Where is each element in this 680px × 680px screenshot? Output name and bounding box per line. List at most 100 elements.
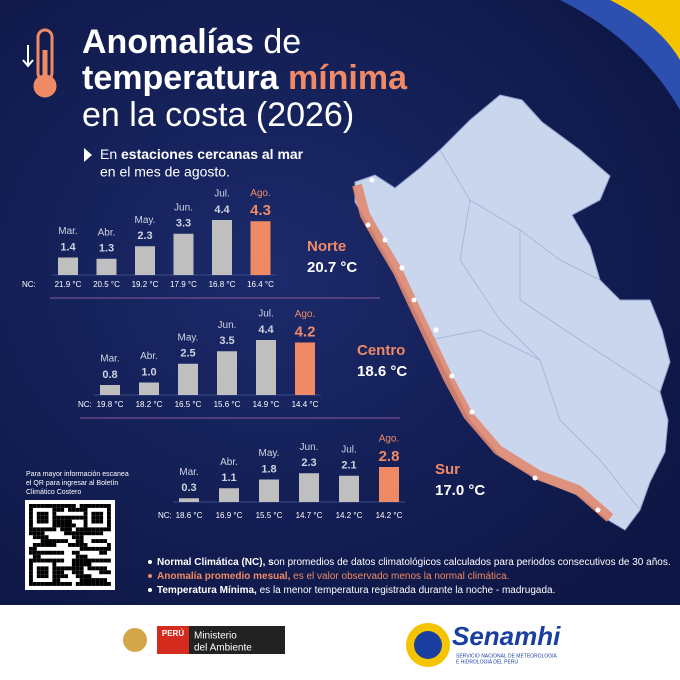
- qr-cell: [107, 527, 111, 532]
- qr-cell: [107, 543, 111, 547]
- brand-sun: [414, 631, 442, 659]
- month-label: Ago.: [379, 434, 400, 445]
- region-temperature: 17.0 °C: [435, 482, 485, 499]
- qr-cell: [29, 574, 33, 579]
- month-label: Ago.: [250, 188, 271, 199]
- qr-cell: [71, 531, 76, 536]
- qr-cell: [56, 507, 61, 512]
- qr-cell: [32, 582, 37, 586]
- normal-value: 18.2 °C: [136, 400, 163, 409]
- qr-cell: [95, 511, 100, 516]
- qr-cell: [36, 570, 41, 575]
- qr-cell: [91, 519, 96, 524]
- qr-cell: [79, 570, 84, 575]
- qr-cell: [71, 507, 76, 512]
- qr-cell: [87, 582, 92, 586]
- qr-cell: [107, 523, 111, 528]
- qr-cell: [83, 582, 88, 586]
- qr-cell: [48, 558, 53, 563]
- normal-value: 16.4 °C: [247, 280, 274, 289]
- qr-cell: [79, 558, 84, 563]
- normal-value: 14.2 °C: [336, 511, 363, 520]
- qr-cell: [83, 574, 88, 579]
- qr-cell: [103, 582, 107, 586]
- value-label: 0.8: [102, 369, 117, 381]
- normal-value: 21.9 °C: [55, 280, 82, 289]
- qr-note: Para mayor información escanea el QR par…: [26, 471, 129, 496]
- qr-cell: [75, 574, 80, 579]
- qr-cell: [79, 531, 84, 536]
- qr-cell: [60, 566, 65, 571]
- note-term: Anomalía promedio mesual,: [157, 571, 291, 582]
- country: PERÚ: [162, 629, 184, 638]
- qr-cell: [60, 550, 65, 555]
- normal-value: 14.7 °C: [296, 511, 323, 520]
- qr-cell: [32, 535, 37, 540]
- month-label: May.: [135, 215, 156, 226]
- qr-cell: [99, 566, 104, 571]
- qr-cell: [60, 558, 65, 563]
- qr-cell: [79, 535, 84, 540]
- month-label: May.: [178, 332, 199, 343]
- qr-cell: [71, 523, 76, 528]
- month-label: Jul.: [341, 444, 357, 455]
- qr-cell: [87, 527, 92, 532]
- qr-cell: [99, 582, 104, 586]
- qr-cell: [103, 566, 107, 571]
- qr-cell: [87, 504, 92, 508]
- qr-cell: [79, 582, 84, 586]
- qr-cell: [36, 543, 41, 547]
- value-label: 2.3: [301, 457, 316, 469]
- qr-cell: [44, 570, 49, 575]
- title-line: Anomalías de: [82, 23, 301, 61]
- qr-cell: [75, 566, 80, 571]
- value-label: 4.4: [214, 204, 230, 216]
- qr-cell: [99, 539, 104, 543]
- qr-cell: [91, 546, 96, 551]
- qr-cell: [107, 511, 111, 516]
- qr-cell: [95, 519, 100, 524]
- qr-cell: [75, 570, 80, 575]
- qr-cell: [95, 566, 100, 571]
- qr-cell: [91, 558, 96, 563]
- qr-cell: [79, 515, 84, 520]
- qr-cell: [44, 543, 49, 547]
- value-label: 4.2: [295, 323, 316, 340]
- note: Anomalía promedio mesual, es el valor ob…: [157, 571, 509, 582]
- qr-cell: [103, 546, 107, 551]
- qr-cell: [79, 527, 84, 532]
- qr-cell: [79, 562, 84, 567]
- title-part: mínima: [288, 59, 408, 97]
- subtitle-part: estaciones cercanas al mar: [121, 146, 304, 162]
- qr-cell: [40, 531, 45, 536]
- bar: [295, 342, 315, 395]
- footer: PERÚ Ministerio del Ambiente Senamhi SER…: [123, 621, 561, 667]
- qr-cell: [56, 539, 61, 543]
- qr-cell: [60, 570, 65, 575]
- qr-cell: [40, 558, 45, 563]
- qr-cell: [91, 515, 96, 520]
- title-part: temperatura: [82, 59, 288, 97]
- bar: [179, 498, 199, 502]
- bar: [212, 220, 232, 275]
- qr-cell: [60, 504, 65, 508]
- qr-cell: [56, 504, 61, 508]
- qr-cell: [68, 582, 72, 586]
- qr-cell: [99, 511, 104, 516]
- qr-cell: [60, 582, 65, 586]
- note-text: on promedios de datos climatológicos cal…: [274, 557, 671, 568]
- qr-cell: [52, 519, 57, 524]
- qr-cell: [64, 531, 68, 536]
- qr-cell: [103, 504, 107, 508]
- qr-cell: [36, 515, 41, 520]
- qr-cell: [79, 539, 84, 543]
- qr-cell: [48, 539, 53, 543]
- value-label: 3.5: [219, 335, 234, 347]
- qr-cell: [71, 535, 76, 540]
- qr-cell: [83, 504, 88, 508]
- map: [352, 94, 671, 531]
- qr-cell: [56, 523, 61, 528]
- normal-value: 14.2 °C: [376, 511, 403, 520]
- qr-cell: [83, 554, 88, 559]
